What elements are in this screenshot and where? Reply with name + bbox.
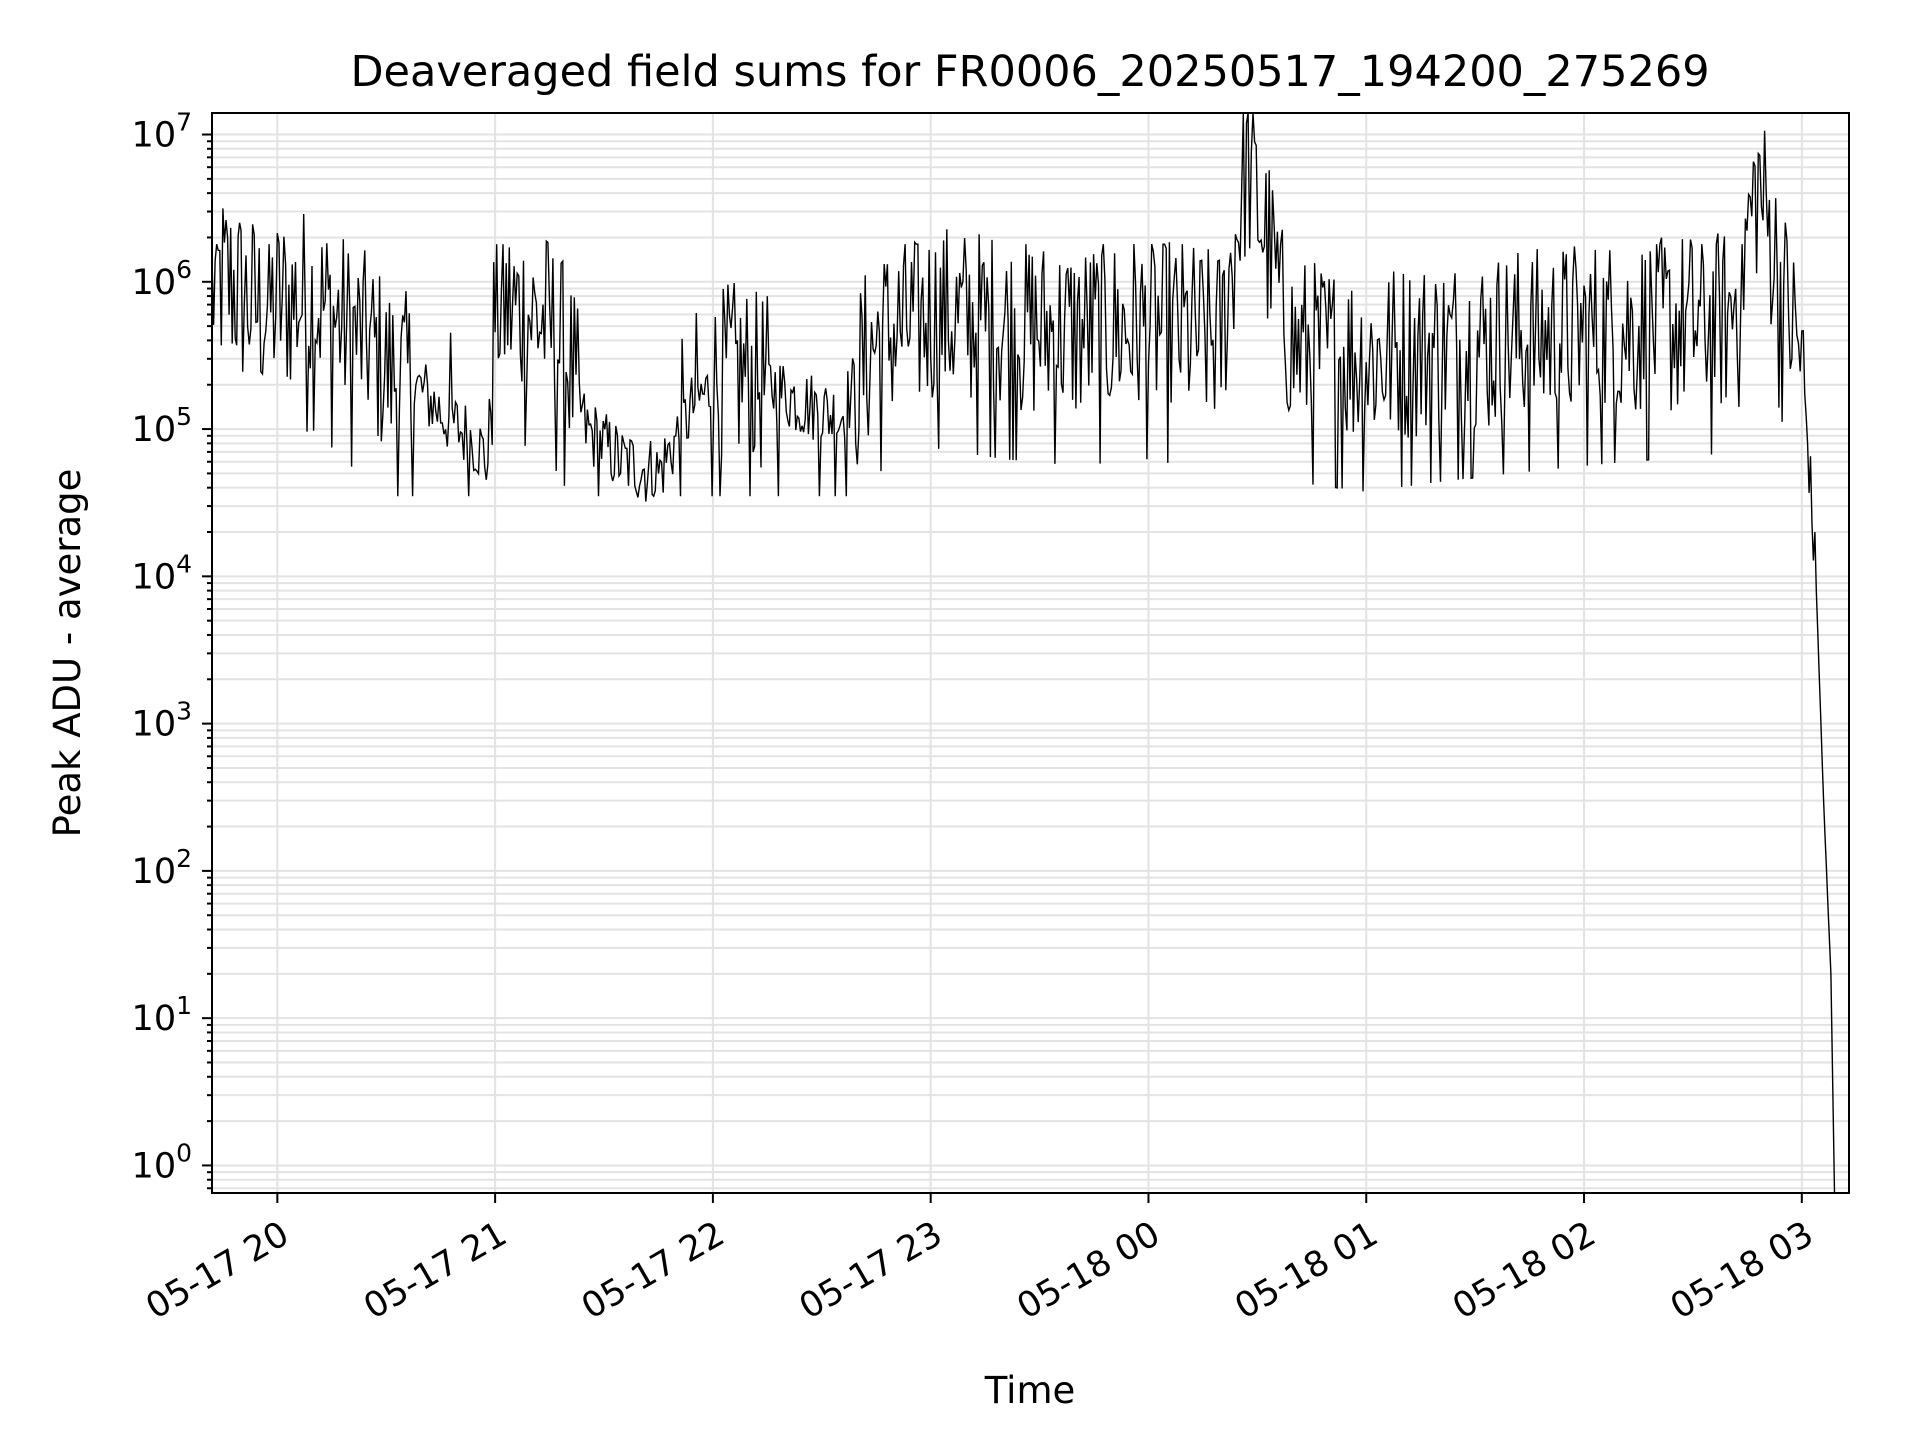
- series-group: [211, 112, 1836, 1194]
- y-tick-label: 106: [132, 255, 192, 303]
- y-axis-label: Peak ADU - average: [46, 469, 89, 838]
- chart-title: Deaveraged field sums for FR0006_2025051…: [350, 47, 1709, 97]
- grid: [212, 113, 1849, 1193]
- y-tick-label: 100: [132, 1138, 192, 1186]
- y-axis: 100 101 102 103 104 105 106 107: [132, 108, 212, 1190]
- y-tick-label: 105: [132, 402, 192, 450]
- y-tick-label: 107: [132, 108, 192, 156]
- y-tick-label: 104: [132, 549, 192, 597]
- series-line: [211, 112, 1836, 1194]
- y-tick-label: 102: [132, 844, 192, 892]
- x-axis-label: Time: [984, 1369, 1076, 1412]
- y-tick-label: 103: [132, 697, 192, 745]
- y-tick-label: 101: [132, 991, 192, 1039]
